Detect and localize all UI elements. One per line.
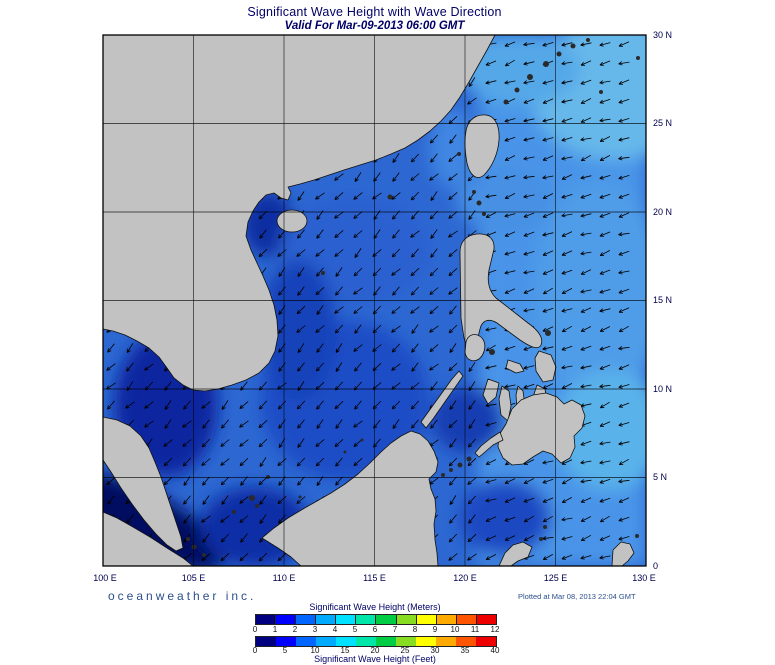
tick-label: 35 — [460, 646, 470, 655]
page-title: Significant Wave Height with Wave Direct… — [247, 5, 502, 19]
colorbar-swatch — [456, 615, 477, 624]
map-header: Significant Wave Height with Wave Direct… — [103, 5, 646, 32]
plotted-timestamp: Plotted at Mar 08, 2013 22:04 GMT — [518, 592, 636, 601]
lon-label: 110 E — [272, 573, 296, 583]
island-sumatra — [103, 511, 194, 566]
tick-label: 40 — [490, 646, 500, 655]
lon-label: 105 E — [181, 573, 206, 583]
lat-label: 30 N — [653, 30, 673, 40]
island-borneo — [261, 430, 439, 566]
landmass-mainland-asia — [103, 35, 496, 392]
lon-label: 130 E — [632, 573, 656, 583]
colorbar-swatch — [396, 615, 417, 624]
island-halmahera-tip — [611, 541, 635, 566]
tick-label: 10 — [450, 625, 460, 634]
island-mindoro — [464, 334, 486, 362]
colorbar-swatch — [356, 615, 377, 624]
colorbar-swatch — [416, 615, 437, 624]
landmass-malay-peninsula — [103, 416, 184, 552]
lon-label: 120 E — [453, 573, 477, 583]
lat-label: 20 N — [653, 207, 673, 217]
small-islands-group — [186, 38, 640, 557]
tick-label: 0 — [252, 625, 258, 634]
graticule-layer — [103, 35, 646, 566]
feet-tick-labels: 0 5 10 15 20 25 30 35 40 — [252, 646, 500, 655]
colorbar-swatch — [296, 615, 317, 624]
island-samar — [534, 350, 557, 383]
colorbar-swatch — [436, 615, 457, 624]
land-layer — [103, 35, 635, 566]
lon-label: 125 E — [543, 573, 568, 583]
tick-label: 11 — [470, 625, 480, 634]
valid-time-subtitle: Valid For Mar-09-2013 06:00 GMT — [284, 20, 465, 32]
tick-label: 7 — [392, 625, 398, 634]
tick-label: 20 — [370, 646, 380, 655]
tick-label: 5 — [282, 646, 288, 655]
colorbar-swatch — [256, 615, 277, 624]
map-frame — [102, 34, 647, 567]
island-taiwan — [464, 114, 500, 178]
tick-label: 4 — [332, 625, 338, 634]
colorbar-swatch — [476, 615, 496, 624]
lat-label: 25 N — [653, 118, 673, 128]
colorbar-swatch — [276, 615, 297, 624]
colorbar-swatch — [316, 615, 337, 624]
tick-label: 5 — [352, 625, 358, 634]
tick-label: 15 — [340, 646, 350, 655]
peninsula-zamboanga — [474, 431, 504, 458]
oceanweather-branding: oceanweather inc. — [108, 589, 257, 603]
lat-label: 0 — [653, 561, 659, 571]
tick-label: 1 — [272, 625, 278, 634]
colorbar-swatch — [336, 615, 357, 624]
island-mindanao — [497, 392, 586, 466]
tick-label: 2 — [292, 625, 298, 634]
tick-label: 0 — [252, 646, 258, 655]
island-masbate — [505, 359, 525, 374]
lat-label: 15 N — [653, 295, 673, 305]
island-hainan — [276, 209, 308, 233]
lon-label: 115 E — [363, 573, 386, 583]
meters-colorbar — [255, 614, 497, 625]
colorbar-swatch — [376, 615, 397, 624]
island-luzon — [459, 233, 543, 349]
tick-label: 12 — [490, 625, 500, 634]
feet-colorbar — [255, 636, 497, 647]
tick-label: 25 — [400, 646, 410, 655]
island-panay — [482, 378, 500, 405]
meters-tick-labels: 0 1 2 3 4 5 6 7 8 9 10 11 12 — [252, 625, 500, 634]
lat-label: 10 N — [653, 384, 673, 394]
lon-label: 100 E — [93, 573, 117, 583]
tick-label: 6 — [372, 625, 378, 634]
tick-label: 3 — [312, 625, 318, 634]
lat-label: 5 N — [653, 472, 668, 482]
island-sulawesi-tip — [498, 541, 533, 566]
legend-meters-title: Significant Wave Height (Meters) — [309, 602, 441, 612]
tick-label: 9 — [432, 625, 438, 634]
tick-label: 30 — [430, 646, 440, 655]
tick-label: 8 — [412, 625, 418, 634]
tick-label: 10 — [310, 646, 320, 655]
legend-feet-title: Significant Wave Height (Feet) — [314, 654, 436, 664]
island-palawan — [420, 370, 464, 429]
